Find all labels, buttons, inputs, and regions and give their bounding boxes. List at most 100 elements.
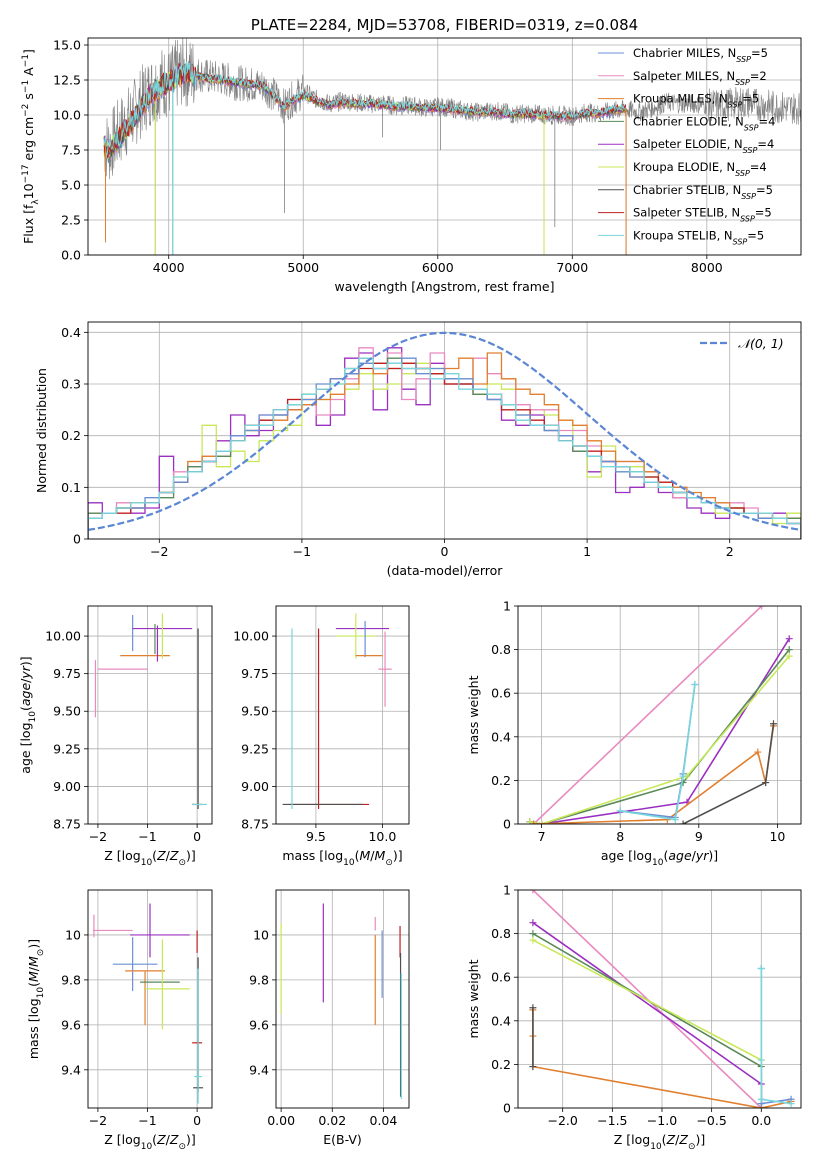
plot-area [88,331,801,539]
x-tick-label: 10 [769,829,785,844]
y-tick-label: 9.50 [53,704,81,719]
weight-marker [538,820,546,824]
plot-area [529,890,795,1108]
axes-frame [517,605,802,825]
y-tick-label: 9.8 [249,972,269,987]
x-tick-label: −2.0 [548,1113,578,1128]
weight-marker [529,919,537,927]
weight-marker [679,772,687,780]
y-tick-label: 9.25 [53,741,81,756]
x-tick-label: 8 [616,829,624,844]
y-tick-label: 0.2 [491,773,511,788]
weight-marker [529,1063,537,1071]
x-tick-label: 0 [441,544,449,559]
x-tick-label: 9 [695,829,703,844]
y-tick-label: 10.00 [233,629,269,644]
plot-area [92,903,204,1104]
weight-line-salpeter-elodie [532,922,763,1108]
x-tick-label: 2 [726,544,734,559]
panel-weight-vs-age: 7 8 9 10 0 0.2 0.4 0.6 0.8 1 age [log10(age/yr)] ma… [466,599,802,868]
y-tick-label: 12.5 [53,73,81,88]
y-tick-label: 9.75 [53,666,81,681]
y-tick-label: 9.75 [241,666,269,681]
y-tick-label: 10 [253,927,269,942]
weight-marker [758,606,766,610]
x-tick-label: −2 [89,1113,107,1128]
legend-label: 𝒩(0, 1) [738,336,784,351]
axes-frame [275,605,410,825]
legend-label: Chabrier ELODIE, NSSP=4 [633,114,775,131]
x-tick-label: 9.5 [306,829,326,844]
y-tick-label: 0.8 [491,642,511,657]
weight-line-salpeter-miles [533,606,763,824]
weight-marker [691,680,699,688]
legend-label: Chabrier MILES, NSSP=5 [633,46,768,64]
x-tick-label: 0.00 [267,1113,295,1128]
y-tick-label: 0.4 [491,1013,511,1028]
weight-line-kroupa-stelib [620,684,696,821]
x-tick-label: 0.0 [751,1113,771,1128]
y-tick-label: 15.0 [53,38,81,53]
y-tick-label: 8.75 [241,817,269,832]
weight-marker [529,930,537,938]
x-tick-label: −2 [150,544,168,559]
plot-area [282,613,392,809]
axes-frame [517,889,802,1109]
y-tick-label: 10.0 [53,108,81,123]
y-tick-label: 5.0 [61,178,81,193]
panel-spectrum: 4000 5000 6000 7000 8000 0.0 2.5 5.0 7.5 10.0 12.5… [21,16,802,294]
y-tick-label: 0.0 [61,248,81,263]
y-axis-label: Normed distribution [34,368,49,493]
y-tick-label: 9.50 [241,704,269,719]
weight-marker [754,748,762,756]
weight-marker [616,807,624,815]
y-tick-label: 7.5 [61,143,81,158]
x-axis-label: (data-model)/error [387,563,504,578]
weight-line-chabrier-miles [760,968,792,1105]
weight-marker [529,890,537,894]
y-tick-label: 0.3 [61,377,81,392]
legend: 𝒩(0, 1) [700,336,784,351]
y-tick-label: 0.6 [491,686,511,701]
x-tick-label: 1 [583,544,591,559]
y-tick-label: 9.6 [61,1017,81,1032]
axes-frame [87,37,802,256]
y-axis-label: Flux [fλ10−17 erg cm−2 s−1 A−1] [21,49,41,244]
histogram-kroupa-stelib [88,357,801,539]
y-tick-label: 9.25 [241,741,269,756]
y-tick-label: 10 [65,927,81,942]
weight-marker [785,635,793,643]
weight-marker [785,652,793,660]
weight-marker [679,820,687,824]
weight-line-salpeter-miles [532,890,762,1108]
y-tick-label: 2.5 [61,213,81,228]
model-line-salpeter-stelib [103,62,627,158]
x-axis-label: mass [log10(M/M⊙)] [282,848,402,868]
y-axis-label: mass [log10(M/M⊙)] [26,939,46,1059]
axes-frame [87,889,213,1109]
x-axis-label: Z [log10(Z/Z⊙)] [614,1132,706,1152]
y-tick-label: 9.4 [61,1062,81,1077]
x-tick-label: −1.5 [597,1113,627,1128]
x-tick-label: 0.04 [370,1113,398,1128]
weight-line-kroupa-stelib [760,968,792,1105]
y-tick-label: 0.8 [491,926,511,941]
panel-mass-vs-ebv: 0.00 0.02 0.04 9.4 9.6 9.8 10 E(B-V) [249,889,410,1147]
y-tick-label: 0 [503,817,511,832]
chart-title: PLATE=2284, MJD=53708, FIBERID=0319, z=0… [251,16,638,34]
x-tick-label: 7000 [556,260,588,275]
y-axis-label: mass weight [466,675,481,754]
panel-age-vs-mass: 9.5 10.0 8.75 9.00 9.25 9.50 9.75 10.00 mass [lo… [233,605,410,868]
panel-residuals: −2 −1 0 1 2 0 0.1 0.2 0.3 0.4 (data-model)/error No… [34,321,802,578]
y-axis-label: mass weight [466,959,481,1038]
x-axis-label: Z [log10(Z/Z⊙)] [104,848,196,868]
x-tick-label: 7 [538,829,546,844]
panel-age-vs-Z: −2 −1 0 8.75 9.00 9.25 9.50 9.75 10.00 Z [log10(Z… [18,605,213,868]
x-tick-label: 10.0 [368,829,396,844]
weight-marker [526,818,534,824]
plot-area [94,613,208,809]
y-tick-label: 9.8 [61,972,81,987]
y-axis-label: age [log10(age/yr)] [18,656,38,773]
x-axis-label: E(B-V) [323,1132,362,1147]
legend-label: Salpeter MILES, NSSP=2 [633,69,767,87]
